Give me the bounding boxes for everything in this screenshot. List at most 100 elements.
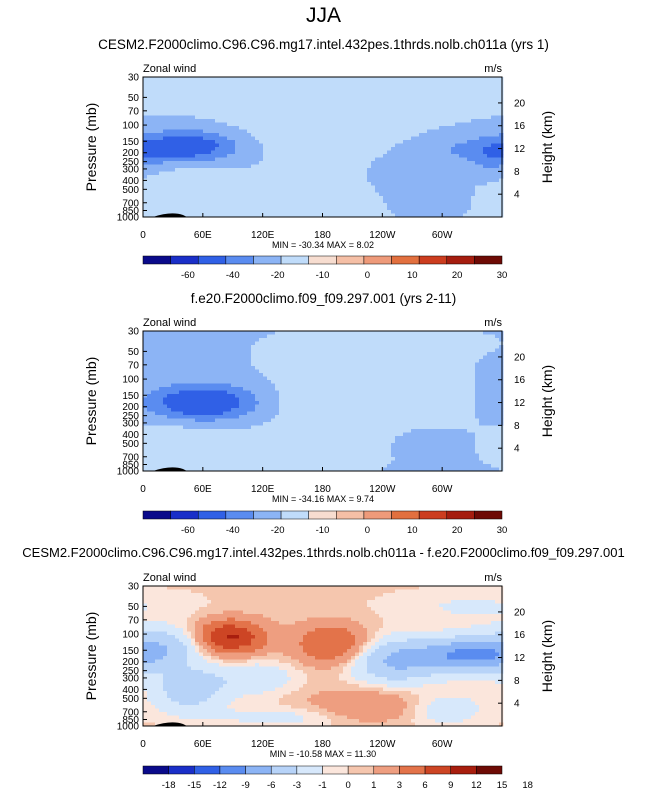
panel-variable-label: Zonal wind bbox=[143, 63, 196, 75]
colorbar-swatch bbox=[142, 510, 171, 520]
colorbar-label: -20 bbox=[271, 270, 285, 281]
p-tick-label: 100 bbox=[122, 630, 139, 641]
panel-2-field bbox=[143, 331, 504, 472]
colorbar-label: -9 bbox=[241, 780, 249, 789]
colorbar-label: -10 bbox=[316, 270, 330, 281]
p-tick-label: 1000 bbox=[117, 722, 140, 733]
panel-variable-label: Zonal wind bbox=[143, 317, 196, 329]
stats-label: MIN = -10.58 MAX = 11.30 bbox=[270, 749, 376, 759]
panel-units-label: m/s bbox=[484, 572, 502, 584]
colorbar-swatch bbox=[399, 765, 426, 775]
x-tick-label: 60E bbox=[194, 484, 212, 495]
y2-axis-label: Height (km) bbox=[539, 365, 555, 437]
colorbar-swatch bbox=[142, 765, 169, 775]
h-tick-label: 4 bbox=[514, 444, 520, 455]
colorbar-swatch bbox=[280, 255, 309, 265]
colorbar-label: 30 bbox=[497, 525, 508, 536]
colorbar-swatch bbox=[418, 255, 448, 265]
panel-3-field bbox=[143, 586, 504, 727]
p-tick-label: 700 bbox=[122, 198, 139, 209]
colorbar-swatch bbox=[308, 510, 337, 520]
colorbar-swatch bbox=[253, 510, 282, 520]
x-tick-label: 120E bbox=[251, 484, 275, 495]
p-tick-label: 200 bbox=[122, 657, 139, 668]
colorbar-swatch bbox=[194, 765, 221, 775]
colorbar-swatch bbox=[142, 255, 171, 265]
x-tick-label: 60E bbox=[194, 739, 212, 750]
x-tick-label: 180 bbox=[314, 230, 331, 241]
h-tick-label: 12 bbox=[514, 653, 526, 664]
x-tick-label: 180 bbox=[314, 739, 331, 750]
p-tick-label: 200 bbox=[122, 148, 139, 159]
colorbar-swatch bbox=[363, 255, 392, 265]
x-tick-label: 120W bbox=[369, 739, 396, 750]
colorbar-label: 12 bbox=[471, 780, 482, 789]
colorbar-label: 0 bbox=[365, 525, 370, 536]
colorbar-label: 15 bbox=[497, 780, 508, 789]
colorbar-label: 9 bbox=[448, 780, 453, 789]
x-tick-label: 120W bbox=[369, 484, 396, 495]
h-tick-label: 12 bbox=[514, 144, 526, 155]
colorbar-swatch bbox=[225, 510, 254, 520]
colorbar-label: -60 bbox=[181, 525, 195, 536]
h-tick-label: 4 bbox=[514, 190, 520, 201]
colorbar-swatch bbox=[170, 510, 199, 520]
colorbar-label: -40 bbox=[226, 270, 240, 281]
colorbar-swatch bbox=[197, 255, 227, 265]
colorbar-label: 1 bbox=[371, 780, 376, 789]
colorbar-swatch bbox=[363, 510, 392, 520]
colorbar-label: 10 bbox=[407, 270, 418, 281]
p-tick-label: 250 bbox=[122, 411, 139, 422]
p-tick-label: 50 bbox=[128, 93, 140, 104]
colorbar-label: 10 bbox=[407, 525, 418, 536]
p-tick-label: 400 bbox=[122, 685, 139, 696]
h-tick-label: 12 bbox=[514, 398, 526, 409]
x-tick-label: 60W bbox=[432, 484, 453, 495]
x-tick-label: 60W bbox=[432, 739, 453, 750]
p-tick-label: 50 bbox=[128, 602, 140, 613]
colorbar-swatch bbox=[476, 765, 503, 775]
y2-axis-label: Height (km) bbox=[539, 111, 555, 183]
panel-units-label: m/s bbox=[484, 317, 502, 329]
h-tick-label: 8 bbox=[514, 676, 520, 687]
y2-axis-label: Height (km) bbox=[539, 620, 555, 692]
p-tick-label: 850 bbox=[122, 206, 139, 217]
h-tick-label: 8 bbox=[514, 421, 520, 432]
colorbar-swatch bbox=[270, 765, 298, 775]
y-axis-label: Pressure (mb) bbox=[83, 357, 99, 446]
h-tick-label: 20 bbox=[514, 607, 526, 618]
colorbar-swatch bbox=[170, 255, 199, 265]
colorbar-swatch bbox=[391, 510, 420, 520]
x-tick-label: 120W bbox=[369, 230, 396, 241]
p-tick-label: 30 bbox=[128, 327, 140, 338]
p-tick-label: 700 bbox=[122, 452, 139, 463]
p-tick-label: 1000 bbox=[117, 213, 140, 224]
colorbar-label: 3 bbox=[397, 780, 402, 789]
x-tick-label: 60W bbox=[432, 230, 453, 241]
panel-units-label: m/s bbox=[484, 63, 502, 75]
colorbar-swatch bbox=[347, 765, 375, 775]
h-tick-label: 20 bbox=[514, 352, 526, 363]
colorbar-swatch bbox=[225, 255, 254, 265]
colorbar-label: 20 bbox=[452, 270, 463, 281]
y-axis-label: Pressure (mb) bbox=[83, 103, 99, 192]
colorbar-swatch bbox=[168, 765, 195, 775]
panel-3-topography bbox=[153, 722, 187, 726]
page-title: JJA bbox=[305, 4, 341, 27]
h-tick-label: 4 bbox=[514, 699, 520, 710]
p-tick-label: 100 bbox=[122, 121, 139, 132]
colorbar-swatch bbox=[450, 765, 477, 775]
p-tick-label: 70 bbox=[128, 106, 140, 117]
colorbar-label: -15 bbox=[187, 780, 201, 789]
p-tick-label: 1000 bbox=[117, 467, 140, 478]
colorbar-swatch bbox=[296, 765, 323, 775]
p-tick-label: 500 bbox=[122, 439, 139, 450]
panel-1-title: CESM2.F2000climo.C96.C96.mg17.intel.432p… bbox=[98, 37, 549, 52]
p-tick-label: 300 bbox=[122, 673, 139, 684]
x-tick-label: 0 bbox=[140, 739, 146, 750]
colorbar-swatch bbox=[373, 765, 400, 775]
p-tick-label: 850 bbox=[122, 715, 139, 726]
colorbar-label: 20 bbox=[452, 525, 463, 536]
p-tick-label: 50 bbox=[128, 347, 140, 358]
p-tick-label: 400 bbox=[122, 176, 139, 187]
